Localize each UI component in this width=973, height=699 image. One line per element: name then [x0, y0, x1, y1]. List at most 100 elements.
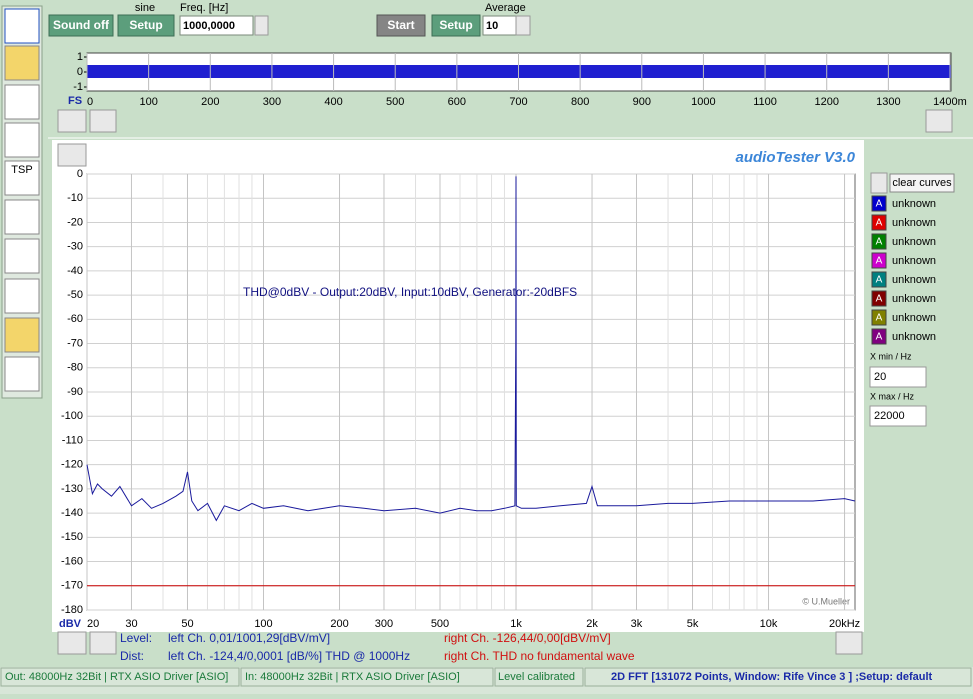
scope-x-tick-label: 700	[509, 96, 527, 108]
y-tick-label: -120	[61, 459, 83, 471]
legend-label: unknown	[892, 236, 936, 248]
x-tick-label: 200	[330, 618, 348, 630]
button-label: Start	[387, 18, 414, 32]
readout-label: Level:	[120, 631, 152, 645]
scope-x-tick-label: 900	[633, 96, 651, 108]
toolbar: Sound off sine Setup Freq. [Hz] 1000,000…	[48, 2, 531, 37]
x-tick-label: 2k	[586, 618, 598, 630]
freq-value: 1000,0000	[183, 20, 235, 32]
status-in: In: 48000Hz 32Bit | RTX ASIO Driver [ASI…	[245, 671, 460, 683]
clear-curves-button[interactable]	[889, 173, 955, 193]
y-tick-label: -50	[67, 289, 83, 301]
x-tick-label: 300	[375, 618, 393, 630]
button-label: Sound off	[53, 18, 110, 32]
scroll-control[interactable]	[835, 631, 863, 655]
x-tick-label: 50	[181, 618, 193, 630]
xmax-label: X max / Hz	[870, 391, 915, 401]
xmax-input[interactable]	[869, 405, 927, 427]
x-tick-label: 20	[87, 618, 99, 630]
legend-label: unknown	[892, 331, 936, 343]
legend-label: unknown	[892, 312, 936, 324]
average-spinner[interactable]	[515, 15, 531, 36]
legend-icon: A	[876, 237, 883, 248]
legend-label: unknown	[892, 198, 936, 210]
scope-x-tick-label: 0	[87, 96, 93, 108]
scope-x-tick-label: 300	[263, 96, 281, 108]
scope-x-label: FS	[68, 95, 82, 107]
readout-label: Dist:	[120, 649, 144, 663]
legend-swatch	[871, 290, 887, 307]
y-tick-label: -70	[67, 337, 83, 349]
y-tick-label: -10	[67, 192, 83, 204]
legend-icon: A	[876, 313, 883, 324]
y-tick-label: -20	[67, 216, 83, 228]
y-tick-label: -140	[61, 507, 83, 519]
y-tick-label: -60	[67, 313, 83, 325]
scope-x-tick-label: 1100	[753, 96, 777, 108]
tool-icon[interactable]	[4, 278, 40, 314]
y-tick-label: -180	[61, 604, 83, 616]
y-tick-label: -130	[61, 483, 83, 495]
start-button[interactable]	[376, 14, 426, 37]
y-tick-label: -110	[62, 434, 83, 446]
x-tick-label: 5k	[687, 618, 699, 630]
tool-icon[interactable]	[4, 160, 40, 196]
legend-label: unknown	[892, 274, 936, 286]
tool-icon[interactable]	[4, 8, 40, 44]
legend-icon: A	[876, 275, 883, 286]
legend-label: unknown	[892, 293, 936, 305]
y-tick-label: 0	[77, 168, 83, 180]
legend-label: unknown	[892, 217, 936, 229]
status-bar: Out: 48000Hz 32Bit | RTX ASIO Driver [AS…	[0, 667, 973, 694]
setup-button[interactable]	[431, 14, 481, 37]
y-unit: dBV	[59, 618, 82, 630]
readout-right: right Ch. THD no fundamental wave	[444, 649, 635, 663]
scope-x-tick-label: 100	[139, 96, 157, 108]
tool-icon[interactable]	[4, 45, 40, 81]
setup-button[interactable]	[117, 14, 175, 37]
legend-swatch	[871, 309, 887, 326]
tool-icon[interactable]	[4, 238, 40, 274]
legend-icon: A	[876, 332, 883, 343]
scope-x-tick-label: 800	[571, 96, 589, 108]
scroll-control[interactable]	[89, 631, 117, 655]
xmin-input[interactable]	[869, 366, 927, 388]
button-label: Setup	[439, 18, 472, 32]
sound-off-button[interactable]	[48, 14, 114, 37]
scope-x-tick-label: 1400m	[933, 96, 967, 108]
readout-left: left Ch. 0,01/1001,29[dBV/mV]	[168, 631, 330, 645]
tool-icon[interactable]	[4, 199, 40, 235]
tool-icon[interactable]	[4, 122, 40, 158]
tool-icon[interactable]	[4, 317, 40, 353]
freq-spinner[interactable]	[254, 15, 269, 36]
y-tick-label: -150	[61, 531, 83, 543]
scope-x-tick-label: 1300	[876, 96, 900, 108]
legend-swatch	[871, 214, 887, 231]
scroll-control[interactable]	[57, 109, 87, 133]
x-tick-label: 1k	[510, 618, 522, 630]
tool-icon[interactable]	[4, 84, 40, 120]
spectrum-line	[86, 176, 856, 522]
legend-swatch	[871, 271, 887, 288]
scope-x-tick-label: 400	[324, 96, 342, 108]
button-label: clear curves	[892, 177, 952, 189]
scope-x-tick-label: 200	[201, 96, 219, 108]
freq-input[interactable]	[179, 15, 254, 36]
xmin-label: X min / Hz	[870, 351, 912, 361]
legend-label: unknown	[892, 255, 936, 267]
status-out: Out: 48000Hz 32Bit | RTX ASIO Driver [AS…	[5, 671, 228, 683]
scroll-control[interactable]	[57, 143, 87, 167]
scroll-control[interactable]	[925, 109, 953, 133]
y-tick-label: -160	[61, 555, 83, 567]
scroll-control[interactable]	[57, 631, 87, 655]
legend-spinner[interactable]	[870, 172, 888, 194]
scope-x-tick-label: 500	[386, 96, 404, 108]
y-tick-label: -100	[61, 410, 83, 422]
legend-swatch	[871, 328, 887, 345]
tool-icon[interactable]	[4, 356, 40, 392]
scroll-control[interactable]	[89, 109, 117, 133]
x-tick-label: 10k	[760, 618, 778, 630]
y-tick-label: -30	[67, 241, 83, 253]
y-tick-label: -80	[67, 362, 83, 374]
